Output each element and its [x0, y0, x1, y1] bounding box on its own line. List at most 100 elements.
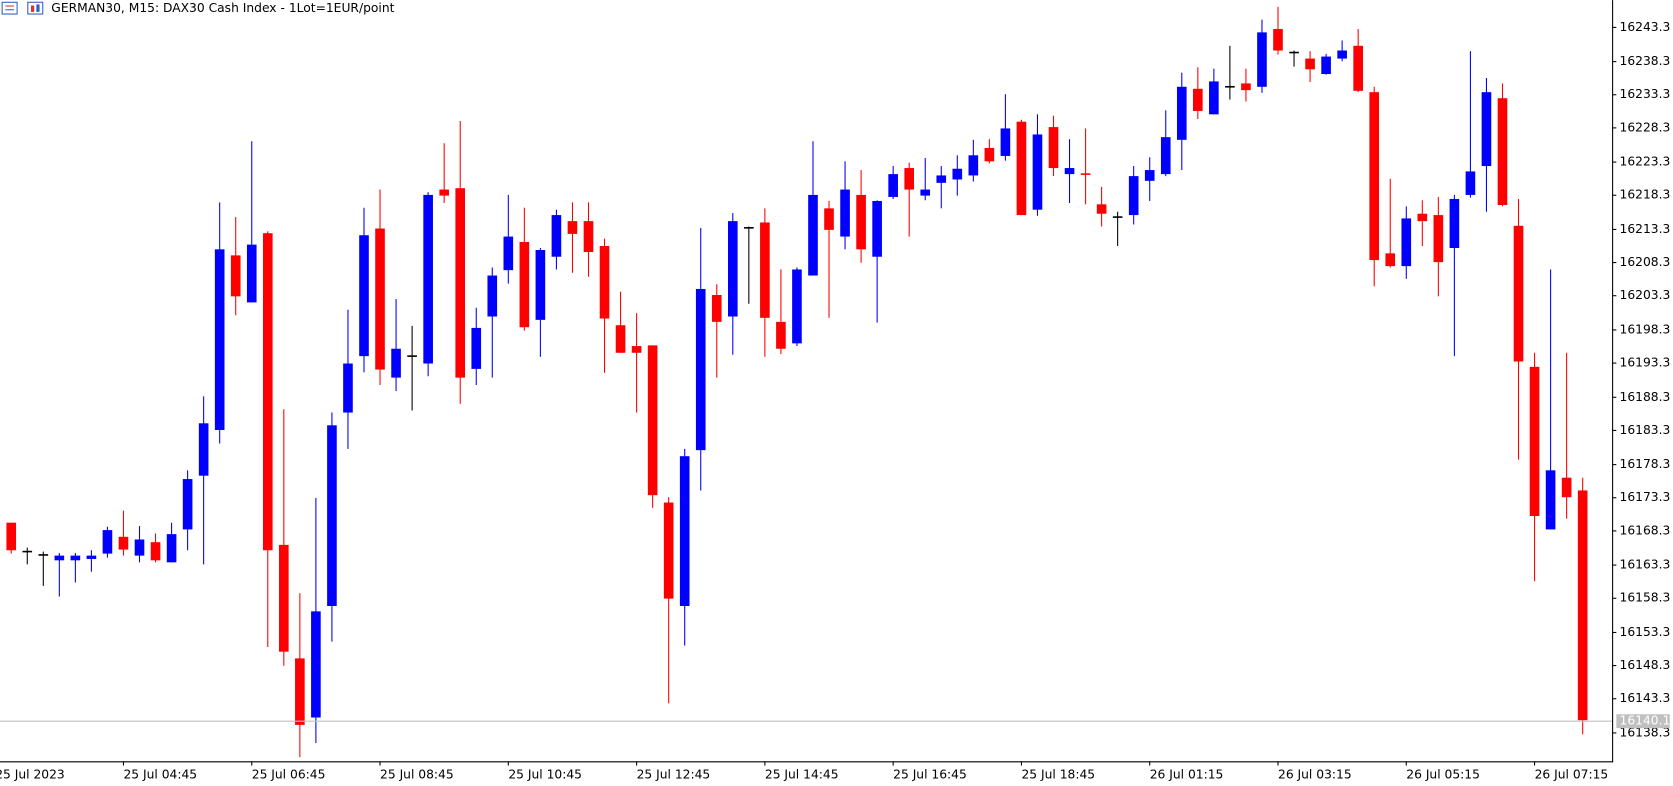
candle-body: [952, 168, 963, 180]
candle-body: [54, 555, 65, 561]
candle-body: [1497, 98, 1508, 206]
chart-title: GERMAN30, M15: DAX30 Cash Index - 1Lot=1…: [51, 1, 394, 15]
candle-body: [776, 321, 786, 349]
candle-body: [631, 346, 642, 353]
candle-body: [311, 611, 321, 718]
candle-body: [262, 233, 273, 551]
candle-body: [118, 536, 129, 550]
candle-body: [535, 250, 546, 320]
candle-body: [487, 275, 498, 317]
icon-list: [1, 1, 18, 15]
icon-chart: [27, 1, 44, 15]
symbol-icons: [1, 1, 44, 15]
candle-body: [1513, 225, 1524, 362]
y-tick-label: 16238.3: [1620, 54, 1671, 68]
candle-body: [936, 175, 947, 183]
y-tick-label: 16158.3: [1620, 591, 1671, 605]
y-tick-label: 16168.3: [1620, 523, 1671, 537]
candle-body: [1128, 176, 1139, 216]
candle-body: [343, 363, 353, 413]
candle-body: [471, 327, 482, 369]
candle-body: [70, 555, 81, 561]
candle-body: [1096, 204, 1107, 214]
candle-body: [1176, 86, 1187, 140]
candle-body: [856, 194, 866, 250]
candle-body: [150, 542, 161, 561]
candle-body: [1144, 170, 1155, 181]
x-tick-label: 25 Jul 04:45: [123, 768, 197, 782]
candle-body: [327, 425, 337, 606]
y-tick-label: 16208.3: [1620, 255, 1671, 269]
candle-body: [695, 288, 706, 451]
candle-body: [1064, 168, 1075, 175]
candle-body: [551, 215, 562, 257]
candle-body: [1032, 134, 1043, 210]
candle-body: [519, 241, 530, 328]
candle-body: [1160, 137, 1171, 175]
candle-body: [1433, 215, 1444, 263]
candle-body: [1545, 470, 1556, 530]
candle-body: [1337, 50, 1347, 59]
y-tick-label: 16233.3: [1620, 87, 1671, 101]
y-tick-label: 16153.3: [1620, 625, 1671, 639]
candle-body: [134, 539, 145, 556]
x-tick-label: 26 Jul 07:15: [1535, 768, 1609, 782]
candle-body: [647, 345, 658, 496]
candle-body: [455, 188, 466, 378]
candle-body: [1273, 29, 1283, 51]
candle-body: [711, 295, 722, 322]
x-tick-label: 26 Jul 05:15: [1406, 768, 1480, 782]
candle-body: [1369, 92, 1380, 261]
candle-body: [888, 174, 898, 197]
y-tick-label: 16218.3: [1620, 188, 1671, 202]
candle-body: [1048, 127, 1059, 169]
y-tick-label: 16183.3: [1620, 423, 1671, 437]
candle-body: [1193, 88, 1203, 111]
y-tick-label: 16203.3: [1620, 288, 1671, 302]
candle-body: [1577, 490, 1588, 721]
candle-body: [824, 208, 834, 230]
candle-body: [727, 221, 738, 317]
x-tick-label: 26 Jul 03:15: [1278, 768, 1352, 782]
candle-body: [808, 194, 818, 276]
candle-body: [166, 534, 177, 563]
y-tick-label: 16178.3: [1620, 457, 1671, 471]
candle-body: [375, 228, 385, 370]
candle-body: [391, 348, 401, 378]
candle-body: [214, 249, 225, 431]
y-tick-label: 16198.3: [1620, 322, 1671, 336]
x-tick-label: 26 Jul 01:15: [1150, 768, 1224, 782]
candle-body: [1305, 58, 1315, 70]
candle-body: [1209, 81, 1219, 115]
icon-bar: [31, 5, 35, 12]
candle-body: [583, 221, 594, 253]
last-price-label: 16140.1: [1620, 714, 1671, 728]
candle-body: [295, 658, 305, 725]
y-tick-label: 16173.3: [1620, 490, 1671, 504]
y-tick-label: 16143.3: [1620, 691, 1671, 705]
candle-body: [920, 189, 931, 196]
candle-body: [760, 222, 770, 318]
candle-body: [279, 544, 289, 652]
candle-body: [1449, 198, 1460, 248]
x-tick-label: 25 Jul 14:45: [765, 768, 839, 782]
candle-body: [679, 456, 690, 606]
candle-body: [1481, 92, 1492, 167]
x-tick-label: 25 Jul 18:45: [1021, 768, 1095, 782]
y-tick-label: 16148.3: [1620, 658, 1671, 672]
x-tick-label: 25 Jul 12:45: [637, 768, 711, 782]
y-tick-label: 16188.3: [1620, 390, 1671, 404]
candle-body: [984, 147, 995, 162]
last-price-box: [1616, 714, 1670, 729]
candle-body: [503, 236, 514, 271]
x-tick-label: 25 Jul 2023: [0, 768, 65, 782]
candle-body: [1321, 56, 1331, 75]
y-tick-label: 16193.3: [1620, 356, 1671, 370]
candle-body: [1417, 213, 1428, 222]
candle-body: [567, 221, 578, 234]
candle-body: [1241, 83, 1251, 91]
x-tick-label: 25 Jul 10:45: [508, 768, 582, 782]
candle-body: [230, 255, 241, 297]
